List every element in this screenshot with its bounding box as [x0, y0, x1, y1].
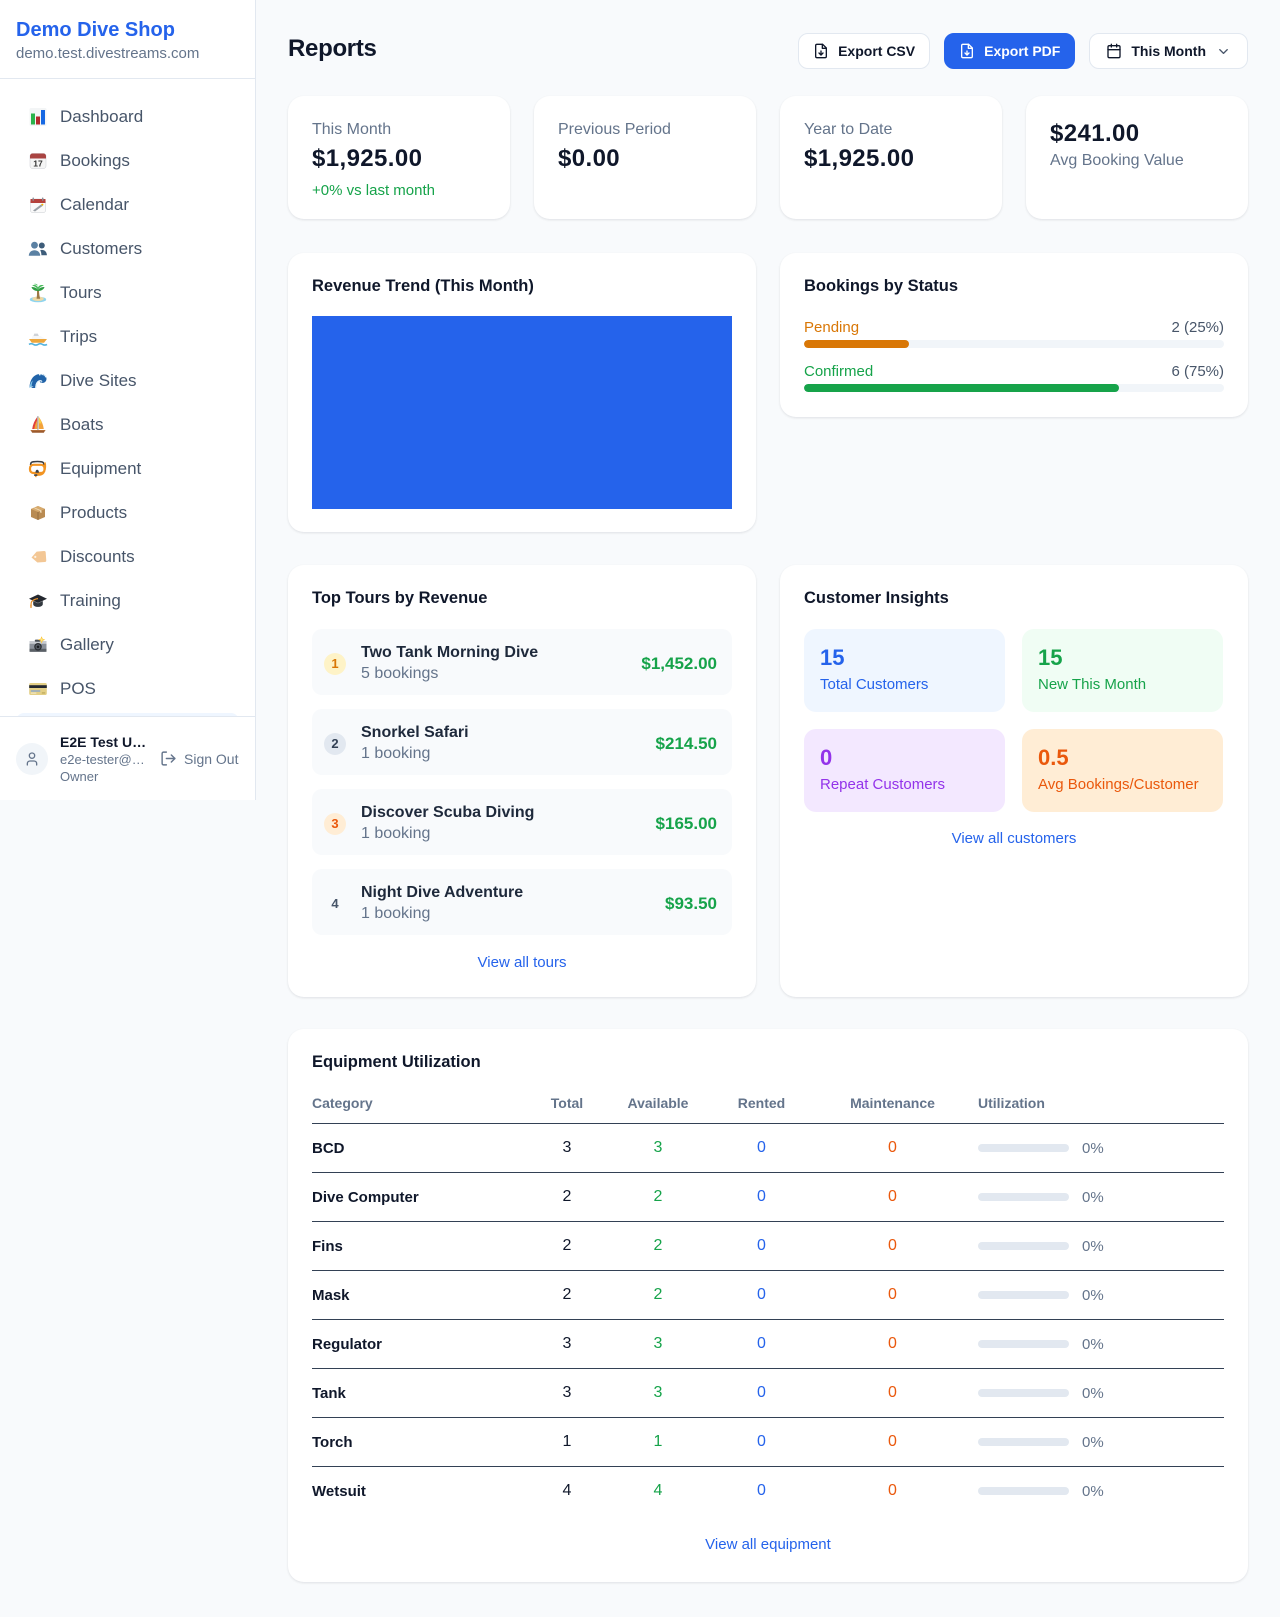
svg-text:17: 17	[33, 159, 43, 169]
